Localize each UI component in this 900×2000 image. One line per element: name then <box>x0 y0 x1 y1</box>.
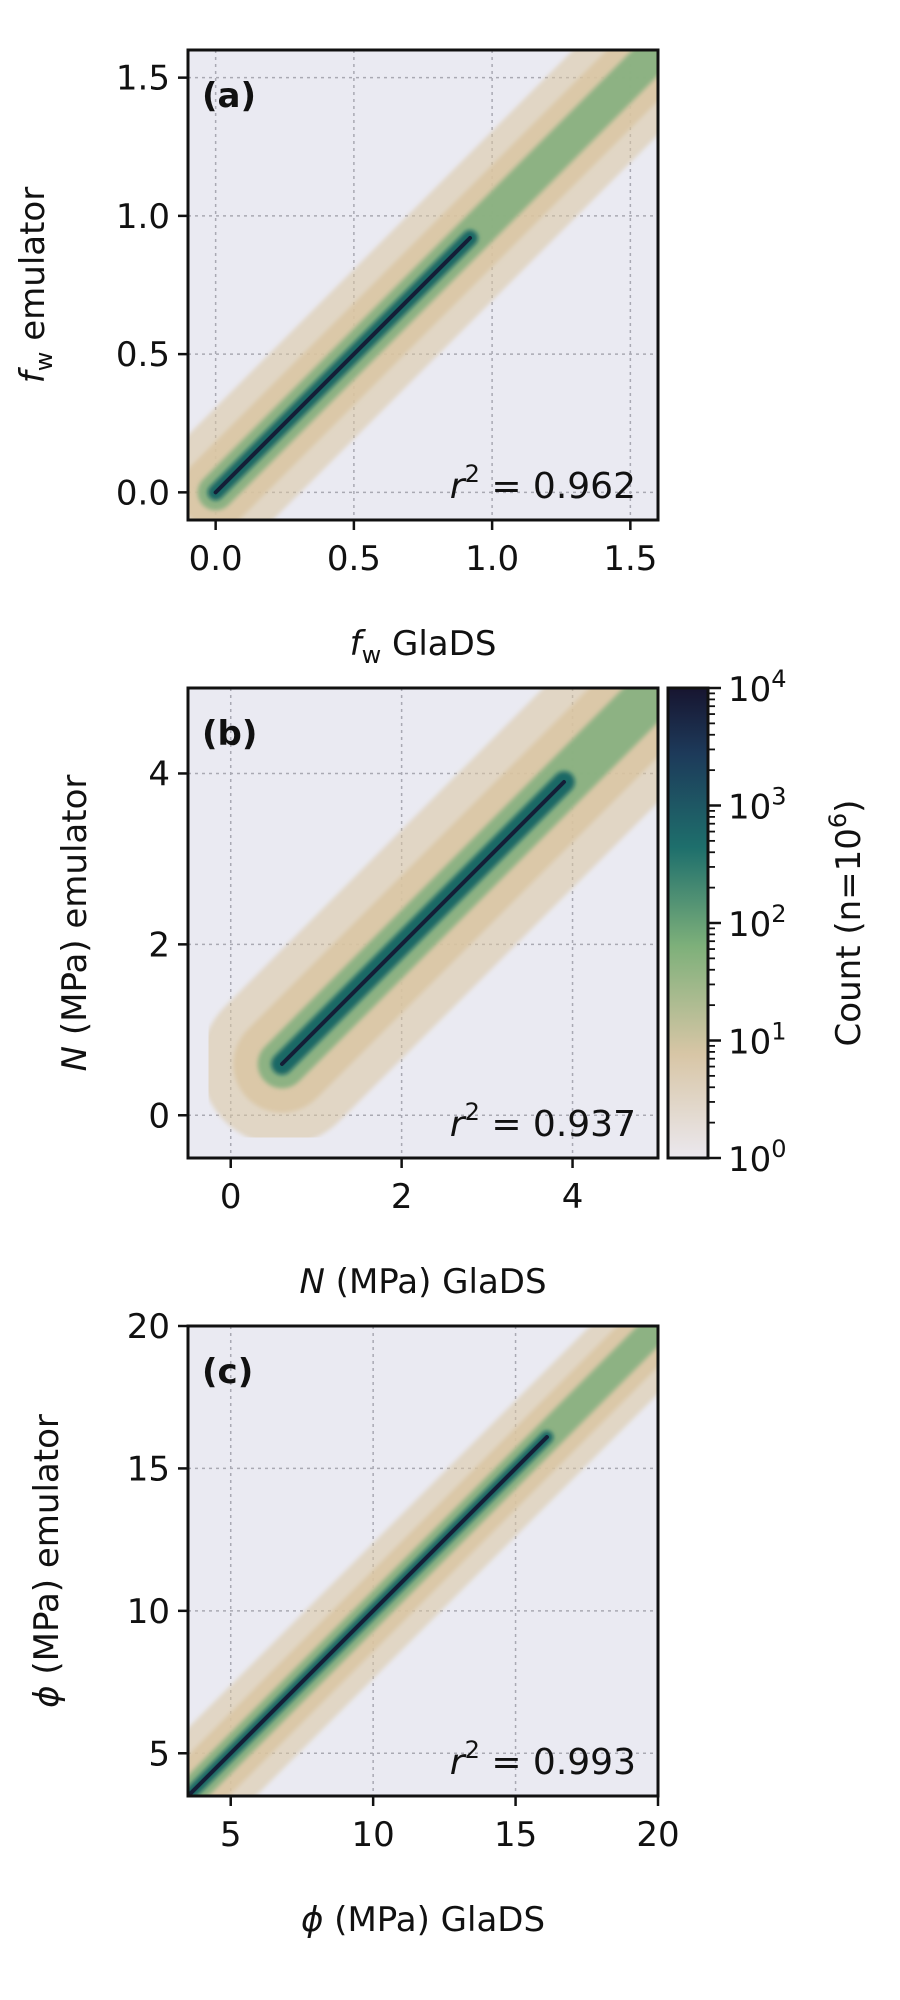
colorbar-tick-label: 103 <box>728 783 787 828</box>
x-tick-label: 2 <box>391 1177 413 1217</box>
panel-label: (b) <box>202 714 257 754</box>
x-ticks: 0 2 4 <box>220 1158 583 1217</box>
panel-b: 0 2 4 0 2 4 (b) r2 = 0.937 N (MPa) GlaDS N (… <box>55 686 660 1302</box>
y-ticks: 0 2 4 <box>148 754 188 1136</box>
x-axis-label: N (MPa) GlaDS <box>299 1262 546 1302</box>
colorbar-tick-label: 100 <box>728 1135 787 1180</box>
colorbar-gradient <box>668 688 708 1158</box>
panel-c: 5 10 15 20 5 10 15 20 (c) r2 = 0.993 ϕ (MPa) G… <box>27 1307 680 1940</box>
colorbar-tick-label: 102 <box>728 900 787 945</box>
colorbar: 100 101 102 103 104 Count (n=106) <box>666 665 869 1180</box>
x-tick-label: 1.5 <box>603 539 657 579</box>
hexbin-density <box>188 1326 658 1796</box>
axes-frame <box>186 686 660 1160</box>
panel-a: 0.0 0.5 1.0 1.5 0.0 0.5 1.0 1.5 (a) r2 = 0.962… <box>13 48 660 669</box>
y-tick-label: 4 <box>148 754 170 794</box>
y-tick-label: 1.5 <box>116 59 170 99</box>
panel-label: (a) <box>202 76 256 116</box>
y-tick-label: 10 <box>127 1592 170 1632</box>
r-squared-annotation: r2 = 0.993 <box>450 1736 636 1783</box>
y-tick-label: 1.0 <box>116 197 170 237</box>
r-squared-annotation: r2 = 0.937 <box>450 1098 636 1145</box>
y-ticks: 0.0 0.5 1.0 1.5 <box>116 59 188 513</box>
x-tick-label: 1.0 <box>465 539 519 579</box>
colorbar-tick-label: 101 <box>728 1018 787 1063</box>
x-axis-label: fw GlaDS <box>350 624 497 669</box>
x-tick-label: 10 <box>352 1815 395 1855</box>
r-squared-annotation: r2 = 0.962 <box>450 460 636 507</box>
axes-frame <box>186 48 660 522</box>
y-axis-label: fw emulator <box>13 187 58 383</box>
y-axis-label: ϕ (MPa) emulator <box>27 1414 67 1708</box>
hexbin-density <box>188 50 658 520</box>
x-tick-label: 4 <box>562 1177 584 1217</box>
x-tick-label: 5 <box>220 1815 242 1855</box>
panel-label: (c) <box>202 1352 253 1392</box>
colorbar-ticks: 100 101 102 103 104 <box>708 665 787 1180</box>
y-tick-label: 0.5 <box>116 335 170 375</box>
x-tick-label: 0.0 <box>189 539 243 579</box>
axes-frame <box>186 1324 660 1798</box>
y-tick-label: 20 <box>127 1307 170 1347</box>
hexbin-density <box>201 688 658 1145</box>
x-axis-label: ϕ (MPa) GlaDS <box>301 1900 545 1940</box>
y-tick-label: 15 <box>127 1449 170 1489</box>
y-tick-label: 5 <box>148 1734 170 1774</box>
density-core <box>188 1435 549 1796</box>
x-ticks: 0.0 0.5 1.0 1.5 <box>189 520 657 579</box>
x-tick-label: 0.5 <box>327 539 381 579</box>
density-core <box>280 780 566 1066</box>
x-tick-label: 15 <box>494 1815 537 1855</box>
y-ticks: 5 10 15 20 <box>127 1307 188 1774</box>
density-core <box>213 236 472 495</box>
x-ticks: 5 10 15 20 <box>220 1796 680 1855</box>
y-tick-label: 2 <box>148 925 170 965</box>
x-tick-label: 0 <box>220 1177 242 1217</box>
y-tick-label: 0.0 <box>116 473 170 513</box>
y-axis-label: N (MPa) emulator <box>55 775 95 1072</box>
y-tick-label: 0 <box>148 1096 170 1136</box>
colorbar-label: Count (n=106) <box>824 800 869 1047</box>
colorbar-tick-label: 104 <box>728 665 787 710</box>
x-tick-label: 20 <box>636 1815 679 1855</box>
